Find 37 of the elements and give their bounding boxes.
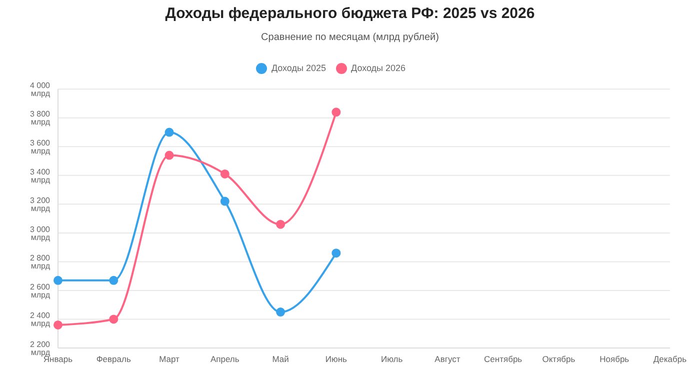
point	[276, 308, 286, 317]
y-tick-label: 2 600 млрд	[30, 282, 51, 300]
x-tick-label: Август	[434, 354, 460, 364]
y-tick-label: 3 800 млрд	[30, 110, 51, 127]
point	[164, 128, 174, 137]
y-tick-label: 3 600 млрд	[30, 138, 51, 156]
y-tick-label: 3 000 млрд	[30, 224, 51, 242]
point	[220, 196, 230, 206]
point	[276, 220, 286, 229]
chart-subtitle: Сравнение по месяцам (млрд рублей)	[260, 32, 440, 43]
point	[109, 314, 118, 324]
y-tick-label: 3 400 млрд	[30, 167, 51, 184]
x-tick-label: Февраль	[96, 354, 132, 364]
x-tick-label: Ноябрь	[600, 354, 630, 364]
chart-title: Доходы федерального бюджета РФ: 2025 vs 2026	[164, 5, 536, 22]
x-tick-label: Март	[159, 354, 180, 364]
x-tick-label: Декабрь	[653, 354, 688, 364]
x-tick-label: Май	[272, 354, 290, 364]
y-tick-label: 2 800 млрд	[30, 254, 51, 271]
point	[332, 108, 341, 117]
point	[332, 248, 341, 258]
point	[54, 320, 62, 330]
x-tick-label: Июль	[380, 354, 404, 364]
y-tick-label: 3 200 млрд	[30, 196, 51, 214]
point	[220, 169, 230, 178]
legend-label: Доходы 2025	[271, 63, 326, 73]
x-tick-label: Сентябрь	[484, 354, 523, 364]
legend-label: Доходы 2026	[351, 63, 406, 73]
point	[54, 276, 62, 285]
point	[109, 276, 118, 285]
x-tick-label: Октябрь	[542, 354, 576, 364]
y-tick-label: 2 200 млрд	[30, 340, 51, 357]
x-tick-label: Апрель	[210, 354, 240, 364]
y-tick-label: 4 000 млрд	[30, 80, 51, 98]
point	[164, 150, 174, 160]
x-tick-label: Июнь	[325, 354, 348, 364]
y-tick-label: 2 400 млрд	[30, 311, 51, 328]
